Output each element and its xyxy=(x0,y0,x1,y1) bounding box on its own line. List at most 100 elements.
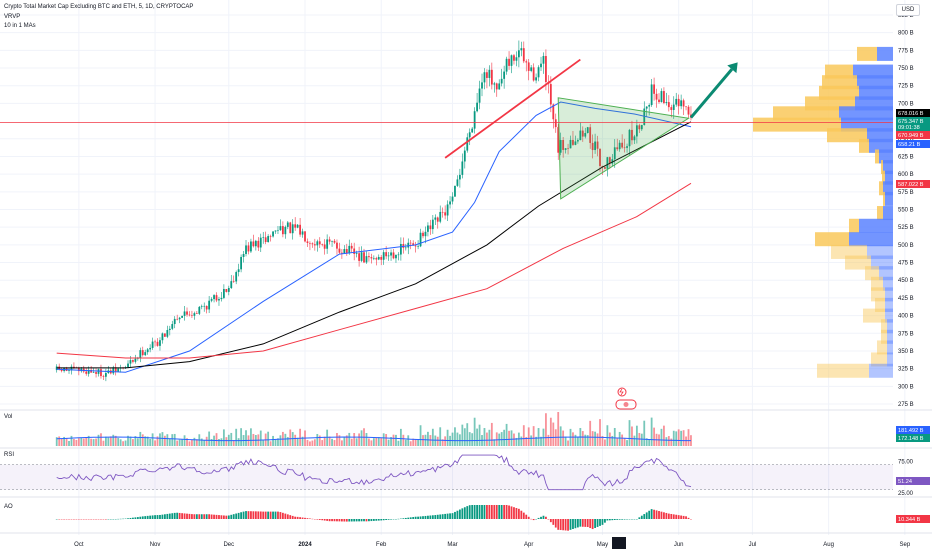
volume-bar xyxy=(269,441,272,446)
volume-bar xyxy=(392,434,395,446)
ao-bar xyxy=(240,512,242,519)
ao-bar xyxy=(562,519,565,531)
candle-body xyxy=(245,245,247,254)
ao-bar xyxy=(254,511,257,519)
volume-bar xyxy=(685,436,687,446)
volume-bar xyxy=(409,441,412,446)
volume-profile-down xyxy=(887,319,893,334)
price-label-text: 670.949 B xyxy=(898,133,924,139)
volume-bar xyxy=(296,437,299,446)
volume-bar xyxy=(444,436,447,446)
candle-body xyxy=(667,102,670,108)
ao-bar xyxy=(645,512,648,519)
ao-bar xyxy=(279,512,282,519)
volume-bar xyxy=(395,434,397,446)
volume-profile-down xyxy=(859,85,893,100)
time-tick-label: Apr xyxy=(524,542,533,548)
candle-body xyxy=(672,104,675,110)
ao-bar xyxy=(333,519,336,522)
volume-bar xyxy=(191,439,193,446)
ao-bar xyxy=(343,519,346,522)
candle-body xyxy=(429,225,432,230)
ao-bar xyxy=(503,505,506,519)
ao-bar xyxy=(613,519,616,520)
candle-body xyxy=(318,241,321,245)
currency-button[interactable]: USD xyxy=(896,4,920,16)
candle-body xyxy=(200,306,203,307)
volume-bar xyxy=(65,438,68,446)
candle-body xyxy=(414,245,417,247)
candle-body xyxy=(530,67,533,71)
ao-bar xyxy=(498,505,501,519)
ao-bar xyxy=(486,505,488,519)
candle-body xyxy=(368,256,370,258)
candle-body xyxy=(594,141,596,151)
volume-bar xyxy=(114,435,117,446)
volume-bar xyxy=(195,439,198,446)
candle-body xyxy=(338,248,341,253)
volume-bar xyxy=(623,438,626,446)
volume-bar xyxy=(188,441,191,446)
ao-bar xyxy=(584,519,587,527)
candle-body xyxy=(326,239,329,249)
volume-bar xyxy=(178,439,181,446)
volume-bar xyxy=(476,428,478,446)
indicator-vrvp-label[interactable]: VRVP xyxy=(4,14,21,20)
volume-bar xyxy=(412,438,415,446)
ao-bar xyxy=(424,515,427,519)
volume-bar xyxy=(653,427,655,446)
chart-grid xyxy=(0,0,932,535)
volume-bar xyxy=(60,438,63,446)
price-tick-label: 625 B xyxy=(898,154,914,160)
candle-body xyxy=(417,246,419,247)
price-axis[interactable]: 275 B 300 B 325 B 350 B 375 B 400 B 425 B 450 B… xyxy=(896,13,930,523)
volume-bar xyxy=(407,435,410,446)
candle-body xyxy=(441,211,444,213)
volume-bar xyxy=(132,439,134,446)
ao-bar xyxy=(306,518,309,519)
volume-bar xyxy=(380,437,383,446)
ao-bar xyxy=(623,519,626,520)
candle-body xyxy=(466,137,469,151)
volume-bar xyxy=(250,428,252,446)
ao-bar xyxy=(274,511,277,519)
candle-body xyxy=(235,272,238,282)
ao-bar xyxy=(213,514,215,519)
volume-profile-up xyxy=(815,232,849,247)
volume-bar xyxy=(631,426,633,446)
volume-bar xyxy=(149,438,152,446)
time-tick-label: Nov xyxy=(150,542,161,548)
ao-bar xyxy=(449,513,451,519)
volume-profile-down xyxy=(849,232,893,247)
rsi-value-box xyxy=(896,477,930,485)
volume-profile xyxy=(753,46,893,378)
ao-bar xyxy=(178,512,181,519)
ao-bar xyxy=(427,515,429,519)
volume-bar xyxy=(139,431,142,446)
time-axis[interactable]: Oct Nov Dec 2024 Feb Mar Apr May Jun Jul Aug Sep xyxy=(74,537,911,549)
volume-bar xyxy=(584,434,587,446)
candle-body xyxy=(230,281,233,289)
volume-bar xyxy=(604,439,606,446)
volume-bar xyxy=(336,433,338,446)
ao-bar xyxy=(540,516,542,519)
indicator-mas-label[interactable]: 10 in 1 MAs xyxy=(4,23,36,29)
ao-pane xyxy=(55,505,692,531)
candle-body xyxy=(257,240,260,248)
ao-bar xyxy=(648,510,651,519)
volume-profile-down xyxy=(859,218,893,233)
volume-bar xyxy=(159,433,161,446)
ao-bar xyxy=(252,511,255,519)
candle-body xyxy=(321,244,324,245)
candle-body xyxy=(387,255,390,257)
ao-bar xyxy=(591,519,594,530)
candle-body xyxy=(476,102,478,112)
candle-body xyxy=(454,185,456,197)
trend-line xyxy=(444,58,581,159)
candle-body xyxy=(436,217,439,222)
volume-profile-down xyxy=(885,170,893,185)
ao-bar xyxy=(458,509,461,519)
ao-bar xyxy=(139,516,142,519)
volume-bar xyxy=(215,433,218,446)
